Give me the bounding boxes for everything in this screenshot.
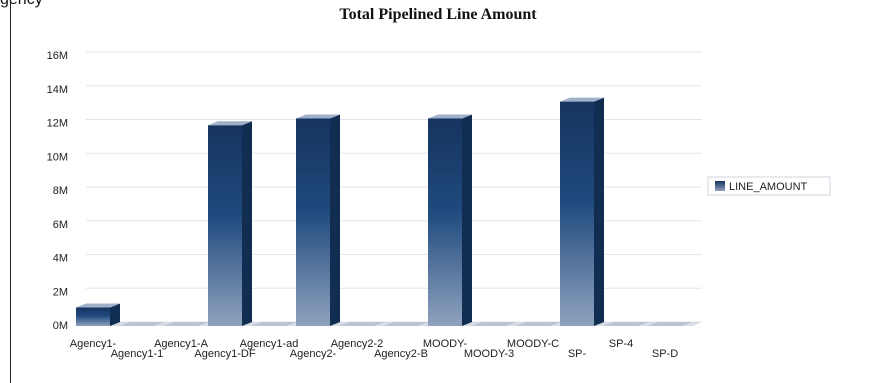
bar[interactable] bbox=[120, 322, 164, 326]
bar-zero bbox=[120, 322, 164, 326]
bar-top bbox=[560, 97, 604, 102]
x-tick-label: MOODY- bbox=[423, 338, 468, 350]
x-tick-label: SP-4 bbox=[609, 338, 633, 350]
bar-top bbox=[428, 114, 472, 119]
bar-top bbox=[296, 114, 340, 119]
bar-zero bbox=[604, 322, 648, 326]
bar-front bbox=[208, 125, 242, 326]
bar-zero bbox=[164, 322, 208, 326]
x-tick-label: MOODY-3 bbox=[464, 348, 514, 360]
y-tick-label: 6M bbox=[53, 219, 68, 231]
bar[interactable] bbox=[384, 322, 428, 326]
y-axis-ticks: 0M 2M 4M 6M 8M 10M 12M 14M 16M bbox=[47, 50, 68, 332]
grid-lines bbox=[86, 51, 702, 323]
x-tick-label: Agency1-DF bbox=[194, 348, 255, 360]
x-tick-label: Agency2- bbox=[290, 348, 337, 360]
x-tick-label: Agency2-2 bbox=[331, 338, 384, 350]
bar-side bbox=[594, 97, 604, 326]
bar[interactable] bbox=[208, 121, 252, 326]
bar[interactable] bbox=[76, 303, 120, 326]
bar[interactable] bbox=[252, 322, 296, 326]
legend[interactable]: LINE_AMOUNT bbox=[707, 176, 831, 196]
bar-front bbox=[428, 118, 462, 326]
bar-front bbox=[76, 307, 110, 326]
bar[interactable] bbox=[648, 322, 692, 326]
bar-side bbox=[330, 114, 340, 326]
bar-front bbox=[560, 101, 594, 326]
y-tick-label: 16M bbox=[47, 50, 68, 62]
x-tick-label: Agency1-A bbox=[154, 338, 208, 350]
legend-swatch bbox=[715, 181, 725, 191]
bar-series bbox=[76, 97, 692, 326]
legend-box bbox=[707, 176, 831, 196]
bar-zero bbox=[516, 322, 560, 326]
x-tick-label: SP- bbox=[568, 348, 587, 360]
bar[interactable] bbox=[560, 97, 604, 326]
bar-top bbox=[76, 303, 120, 308]
bar-zero bbox=[384, 322, 428, 326]
bar[interactable] bbox=[296, 114, 340, 326]
y-tick-label: 10M bbox=[47, 151, 68, 163]
x-tick-label: Agency1-ad bbox=[240, 338, 299, 350]
y-tick-label: 4M bbox=[53, 253, 68, 265]
x-tick-label: Agency1- bbox=[70, 338, 117, 350]
y-tick-label: 8M bbox=[53, 185, 68, 197]
bar-zero bbox=[472, 322, 516, 326]
x-tick-label: MOODY-C bbox=[507, 338, 559, 350]
left-border-line bbox=[10, 0, 11, 383]
chart-title: Total Pipelined Line Amount bbox=[339, 6, 537, 23]
y-tick-label: 2M bbox=[53, 286, 68, 298]
bar[interactable] bbox=[340, 322, 384, 326]
bar-zero bbox=[252, 322, 296, 326]
cut-off-label: gency bbox=[0, 0, 43, 9]
x-tick-label: Agency2-B bbox=[374, 348, 428, 360]
bar-zero bbox=[340, 322, 384, 326]
y-tick-label: 12M bbox=[47, 118, 68, 130]
x-tick-label: SP-D bbox=[652, 348, 678, 360]
bar[interactable] bbox=[472, 322, 516, 326]
bar-top bbox=[208, 121, 252, 126]
bar[interactable] bbox=[164, 322, 208, 326]
legend-label: LINE_AMOUNT bbox=[729, 181, 808, 193]
x-tick-label: Agency1-1 bbox=[111, 348, 164, 360]
bar-zero bbox=[648, 322, 692, 326]
bar-front bbox=[296, 118, 330, 326]
bar-side bbox=[462, 114, 472, 326]
bar[interactable] bbox=[428, 114, 472, 326]
y-tick-label: 14M bbox=[47, 84, 68, 96]
bar[interactable] bbox=[604, 322, 648, 326]
x-axis-ticks: Agency1-Agency1-1Agency1-AAgency1-DFAgen… bbox=[70, 338, 678, 360]
bar-side bbox=[242, 121, 252, 326]
bar-side bbox=[110, 303, 120, 326]
y-tick-label: 0M bbox=[53, 320, 68, 332]
bar[interactable] bbox=[516, 322, 560, 326]
